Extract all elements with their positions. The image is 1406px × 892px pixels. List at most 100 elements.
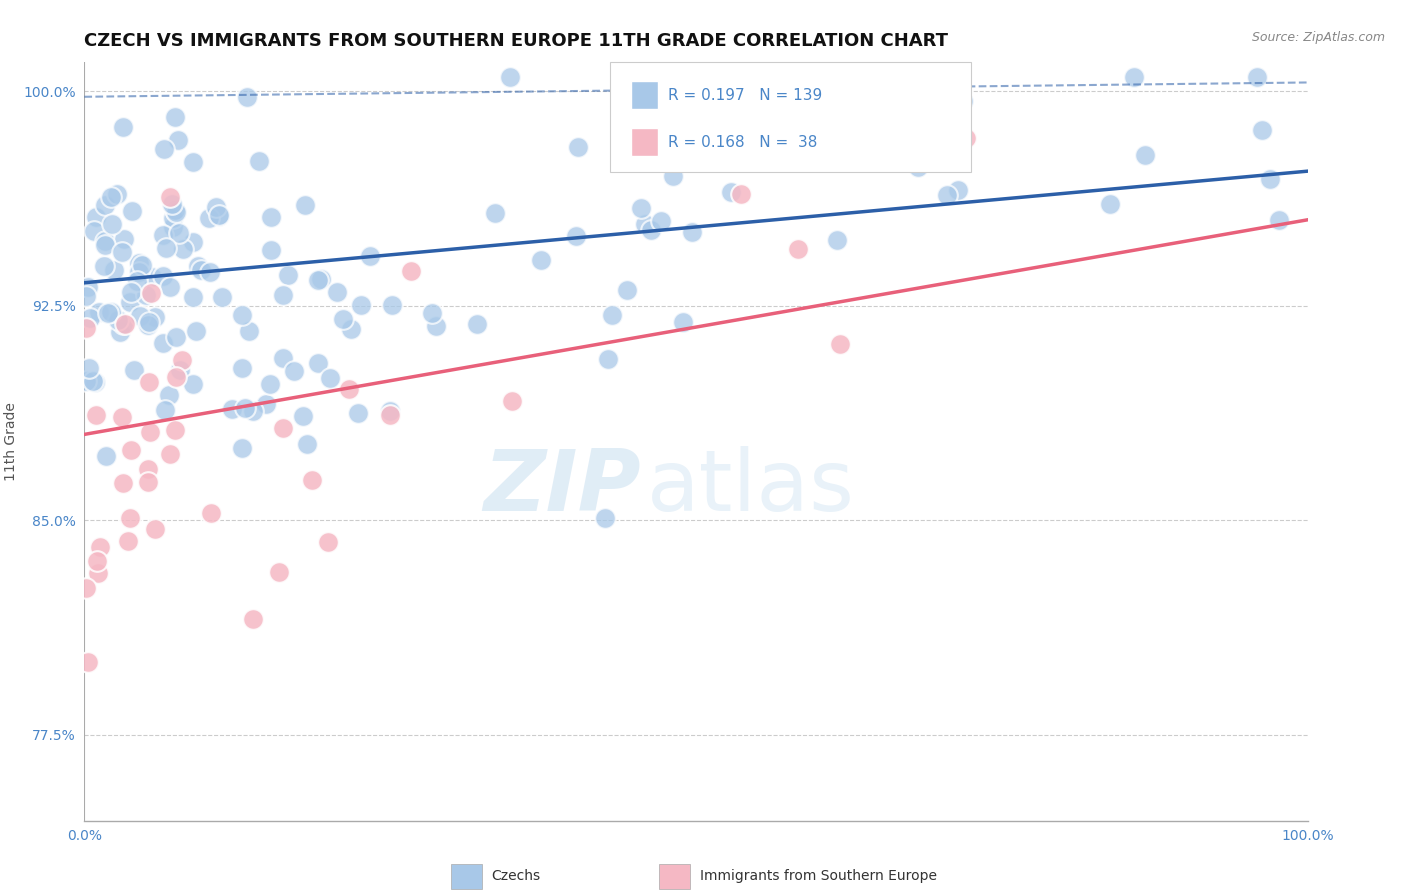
Point bbox=[87, 566, 110, 580]
Point bbox=[350, 298, 373, 312]
Point bbox=[107, 313, 129, 327]
Point bbox=[269, 565, 291, 579]
Point bbox=[946, 183, 969, 197]
Point bbox=[97, 306, 120, 320]
Point bbox=[683, 91, 706, 105]
Point bbox=[567, 139, 589, 153]
Point bbox=[420, 306, 443, 320]
Point bbox=[160, 197, 183, 211]
Point bbox=[292, 409, 315, 423]
Point bbox=[121, 204, 143, 219]
Point bbox=[630, 202, 652, 216]
Point bbox=[565, 229, 588, 244]
Point bbox=[157, 388, 180, 402]
Point bbox=[110, 245, 132, 260]
Point bbox=[295, 437, 318, 451]
Point bbox=[598, 351, 620, 366]
Point bbox=[616, 283, 638, 297]
Text: R = 0.197   N = 139: R = 0.197 N = 139 bbox=[668, 87, 823, 103]
Point bbox=[128, 310, 150, 324]
Point bbox=[111, 120, 134, 135]
Point bbox=[381, 298, 404, 312]
Point bbox=[131, 258, 153, 272]
Point bbox=[271, 421, 294, 435]
Point bbox=[271, 351, 294, 365]
Point bbox=[208, 209, 231, 223]
Point bbox=[136, 475, 159, 490]
Point bbox=[136, 318, 159, 332]
Point bbox=[650, 213, 672, 227]
Y-axis label: 11th Grade: 11th Grade bbox=[4, 402, 18, 481]
Point bbox=[633, 217, 655, 231]
Text: CZECH VS IMMIGRANTS FROM SOUTHERN EUROPE 11TH GRADE CORRELATION CHART: CZECH VS IMMIGRANTS FROM SOUTHERN EUROPE… bbox=[84, 32, 949, 50]
Point bbox=[87, 305, 110, 319]
Point bbox=[502, 393, 524, 408]
Point bbox=[260, 243, 283, 257]
Point bbox=[231, 361, 253, 376]
Point bbox=[672, 315, 695, 329]
Point bbox=[86, 554, 108, 568]
Point bbox=[181, 235, 204, 249]
Point bbox=[242, 404, 264, 418]
Point bbox=[82, 374, 104, 388]
Point bbox=[138, 315, 160, 329]
Text: ZIP: ZIP bbox=[484, 445, 641, 529]
Point bbox=[75, 581, 97, 595]
Text: Source: ZipAtlas.com: Source: ZipAtlas.com bbox=[1251, 31, 1385, 45]
Point bbox=[162, 219, 184, 234]
Point bbox=[89, 541, 111, 555]
Point bbox=[720, 185, 742, 199]
Point bbox=[79, 311, 101, 326]
Point bbox=[105, 187, 128, 202]
Point bbox=[83, 224, 105, 238]
Point bbox=[1258, 172, 1281, 186]
Point bbox=[380, 408, 402, 422]
Point bbox=[198, 265, 221, 279]
Point bbox=[100, 304, 122, 318]
Text: Czechs: Czechs bbox=[492, 869, 541, 883]
Point bbox=[530, 253, 553, 268]
Point bbox=[120, 294, 142, 309]
Point bbox=[111, 318, 134, 332]
Point bbox=[141, 270, 163, 285]
Point bbox=[786, 242, 808, 256]
Point bbox=[907, 160, 929, 174]
Point bbox=[283, 364, 305, 378]
Point bbox=[159, 279, 181, 293]
Point bbox=[465, 317, 488, 331]
Point bbox=[425, 319, 447, 334]
Point bbox=[169, 363, 191, 377]
Point bbox=[159, 448, 181, 462]
Point bbox=[254, 397, 277, 411]
Point bbox=[233, 401, 256, 415]
Point bbox=[301, 473, 323, 487]
Point bbox=[277, 268, 299, 282]
Point bbox=[828, 337, 851, 351]
Point bbox=[94, 198, 117, 212]
Point bbox=[79, 361, 101, 376]
Point bbox=[198, 211, 221, 225]
Point bbox=[165, 329, 187, 343]
Point bbox=[231, 308, 253, 322]
Point bbox=[100, 190, 122, 204]
Point bbox=[111, 476, 134, 491]
Point bbox=[120, 285, 142, 300]
Point bbox=[339, 382, 361, 396]
Point bbox=[259, 377, 281, 392]
Point bbox=[484, 206, 506, 220]
Point bbox=[152, 336, 174, 351]
Point bbox=[170, 352, 193, 367]
Point bbox=[661, 169, 683, 183]
Point bbox=[952, 94, 974, 108]
Point bbox=[163, 423, 186, 437]
Point bbox=[1268, 213, 1291, 227]
Text: R = 0.168   N =  38: R = 0.168 N = 38 bbox=[668, 135, 817, 150]
Point bbox=[122, 362, 145, 376]
Point bbox=[94, 449, 117, 463]
Point bbox=[630, 146, 652, 161]
Point bbox=[100, 217, 122, 231]
Point bbox=[187, 259, 209, 273]
Point bbox=[112, 232, 135, 246]
Point bbox=[135, 288, 157, 302]
Point bbox=[125, 274, 148, 288]
